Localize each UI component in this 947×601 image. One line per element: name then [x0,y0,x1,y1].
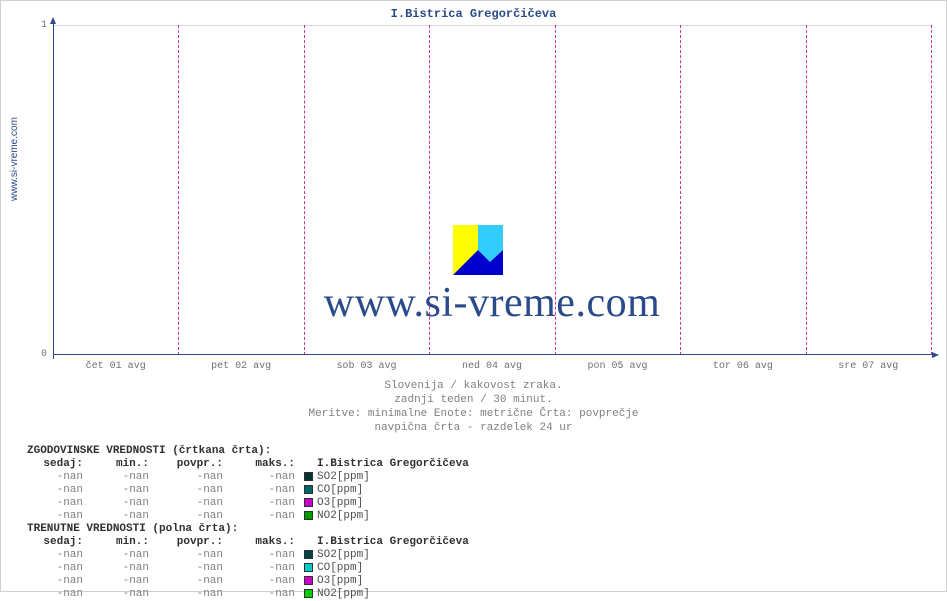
watermark-logo-icon [453,225,503,275]
series-swatch-icon [304,485,313,494]
table-row: -nan-nan-nan-nanO3[ppm] [27,575,469,588]
caption-line-2: zadnji teden / 30 minut. [1,393,946,407]
series-label: CO[ppm] [313,562,363,575]
x-tick-label: tor 06 avg [713,361,773,372]
day-divider [931,25,932,355]
caption: Slovenija / kakovost zraka. zadnji teden… [1,379,946,435]
x-axis [53,354,935,355]
series-swatch-icon [304,563,313,572]
table-header: TRENUTNE VREDNOSTI (polna črta): [27,523,469,536]
table-header: ZGODOVINSKE VREDNOSTI (črtkana črta): [27,445,469,458]
x-tick-label: pet 02 avg [211,361,271,372]
chart-title: I.Bistrica Gregorčičeva [1,7,946,21]
x-axis-arrow [932,352,939,358]
series-label: SO2[ppm] [313,549,370,562]
ytick-1: 1 [27,20,47,31]
station-name: I.Bistrica Gregorčičeva [313,458,469,471]
plot-area: 1 0 čet 01 avgpet 02 avgsob 03 avgned 04… [53,25,931,355]
ytick-0: 0 [27,349,47,360]
site-vertical-label: www.si-vreme.com [9,117,20,201]
series-swatch-icon [304,576,313,585]
series-label: NO2[ppm] [313,510,370,523]
series-swatch-icon [304,498,313,507]
x-tick-label: ned 04 avg [462,361,522,372]
table-row: -nan-nan-nan-nanSO2[ppm] [27,471,469,484]
x-tick-label: pon 05 avg [587,361,647,372]
caption-line-4: navpična črta - razdelek 24 ur [1,421,946,435]
series-swatch-icon [304,472,313,481]
table-columns: sedaj:min.:povpr.:maks.:I.Bistrica Grego… [27,458,469,471]
series-label: CO[ppm] [313,484,363,497]
table-row: -nan-nan-nan-nanSO2[ppm] [27,549,469,562]
table-row: -nan-nan-nan-nanO3[ppm] [27,497,469,510]
station-name: I.Bistrica Gregorčičeva [313,536,469,549]
series-label: NO2[ppm] [313,588,370,601]
series-swatch-icon [304,589,313,598]
table-columns: sedaj:min.:povpr.:maks.:I.Bistrica Grego… [27,536,469,549]
table-row: -nan-nan-nan-nanNO2[ppm] [27,510,469,523]
caption-line-3: Meritve: minimalne Enote: metrične Črta:… [1,407,946,421]
y-axis-arrow [50,17,56,24]
x-tick-label: sob 03 avg [337,361,397,372]
series-label: O3[ppm] [313,497,363,510]
data-tables: ZGODOVINSKE VREDNOSTI (črtkana črta):sed… [27,445,469,601]
series-swatch-icon [304,511,313,520]
x-tick-label: čet 01 avg [86,361,146,372]
caption-line-1: Slovenija / kakovost zraka. [1,379,946,393]
table-row: -nan-nan-nan-nanNO2[ppm] [27,588,469,601]
series-label: O3[ppm] [313,575,363,588]
series-swatch-icon [304,550,313,559]
series-label: SO2[ppm] [313,471,370,484]
x-tick-label: sre 07 avg [838,361,898,372]
table-row: -nan-nan-nan-nanCO[ppm] [27,484,469,497]
watermark-text: www.si-vreme.com [53,279,931,327]
table-row: -nan-nan-nan-nanCO[ppm] [27,562,469,575]
